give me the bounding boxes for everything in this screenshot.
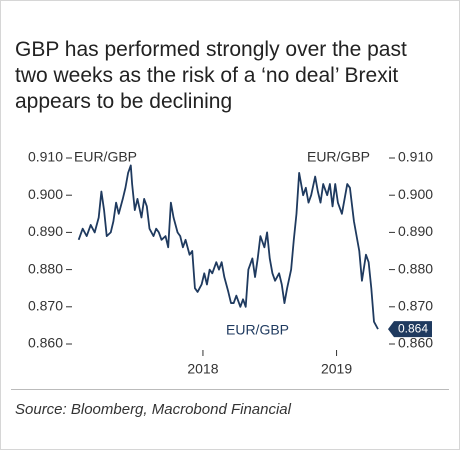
y2-tick-label: 0.890 [398, 223, 433, 239]
y-tick-label: 0.880 [28, 260, 63, 276]
y2-tick-label: 0.910 [398, 149, 433, 165]
y2-axis-label: EUR/GBP [307, 149, 370, 165]
y-tick-label: 0.860 [28, 335, 63, 351]
y-tick-label: 0.870 [28, 298, 63, 314]
y-axis-label: EUR/GBP [74, 149, 137, 165]
separator [11, 389, 449, 390]
x-tick-label: 2019 [321, 361, 352, 377]
y2-tick-label: 0.870 [398, 298, 433, 314]
y2-tick-label: 0.880 [398, 260, 433, 276]
y2-tick-label: 0.860 [398, 335, 433, 351]
line-series [77, 164, 379, 330]
end-label-box [388, 321, 432, 338]
source-note: Source: Bloomberg, Macrobond Financial [15, 401, 291, 418]
y2-tick-label: 0.900 [398, 186, 433, 202]
end-value-label: 0.864 [398, 321, 428, 335]
chart-title: GBP has performed strongly over the past… [15, 38, 407, 113]
x-tick-label: 2018 [187, 361, 218, 377]
y-tick-label: 0.900 [28, 186, 63, 202]
y-tick-label: 0.910 [28, 149, 63, 165]
y-tick-label: 0.890 [28, 223, 63, 239]
series-label: EUR/GBP [226, 322, 289, 338]
